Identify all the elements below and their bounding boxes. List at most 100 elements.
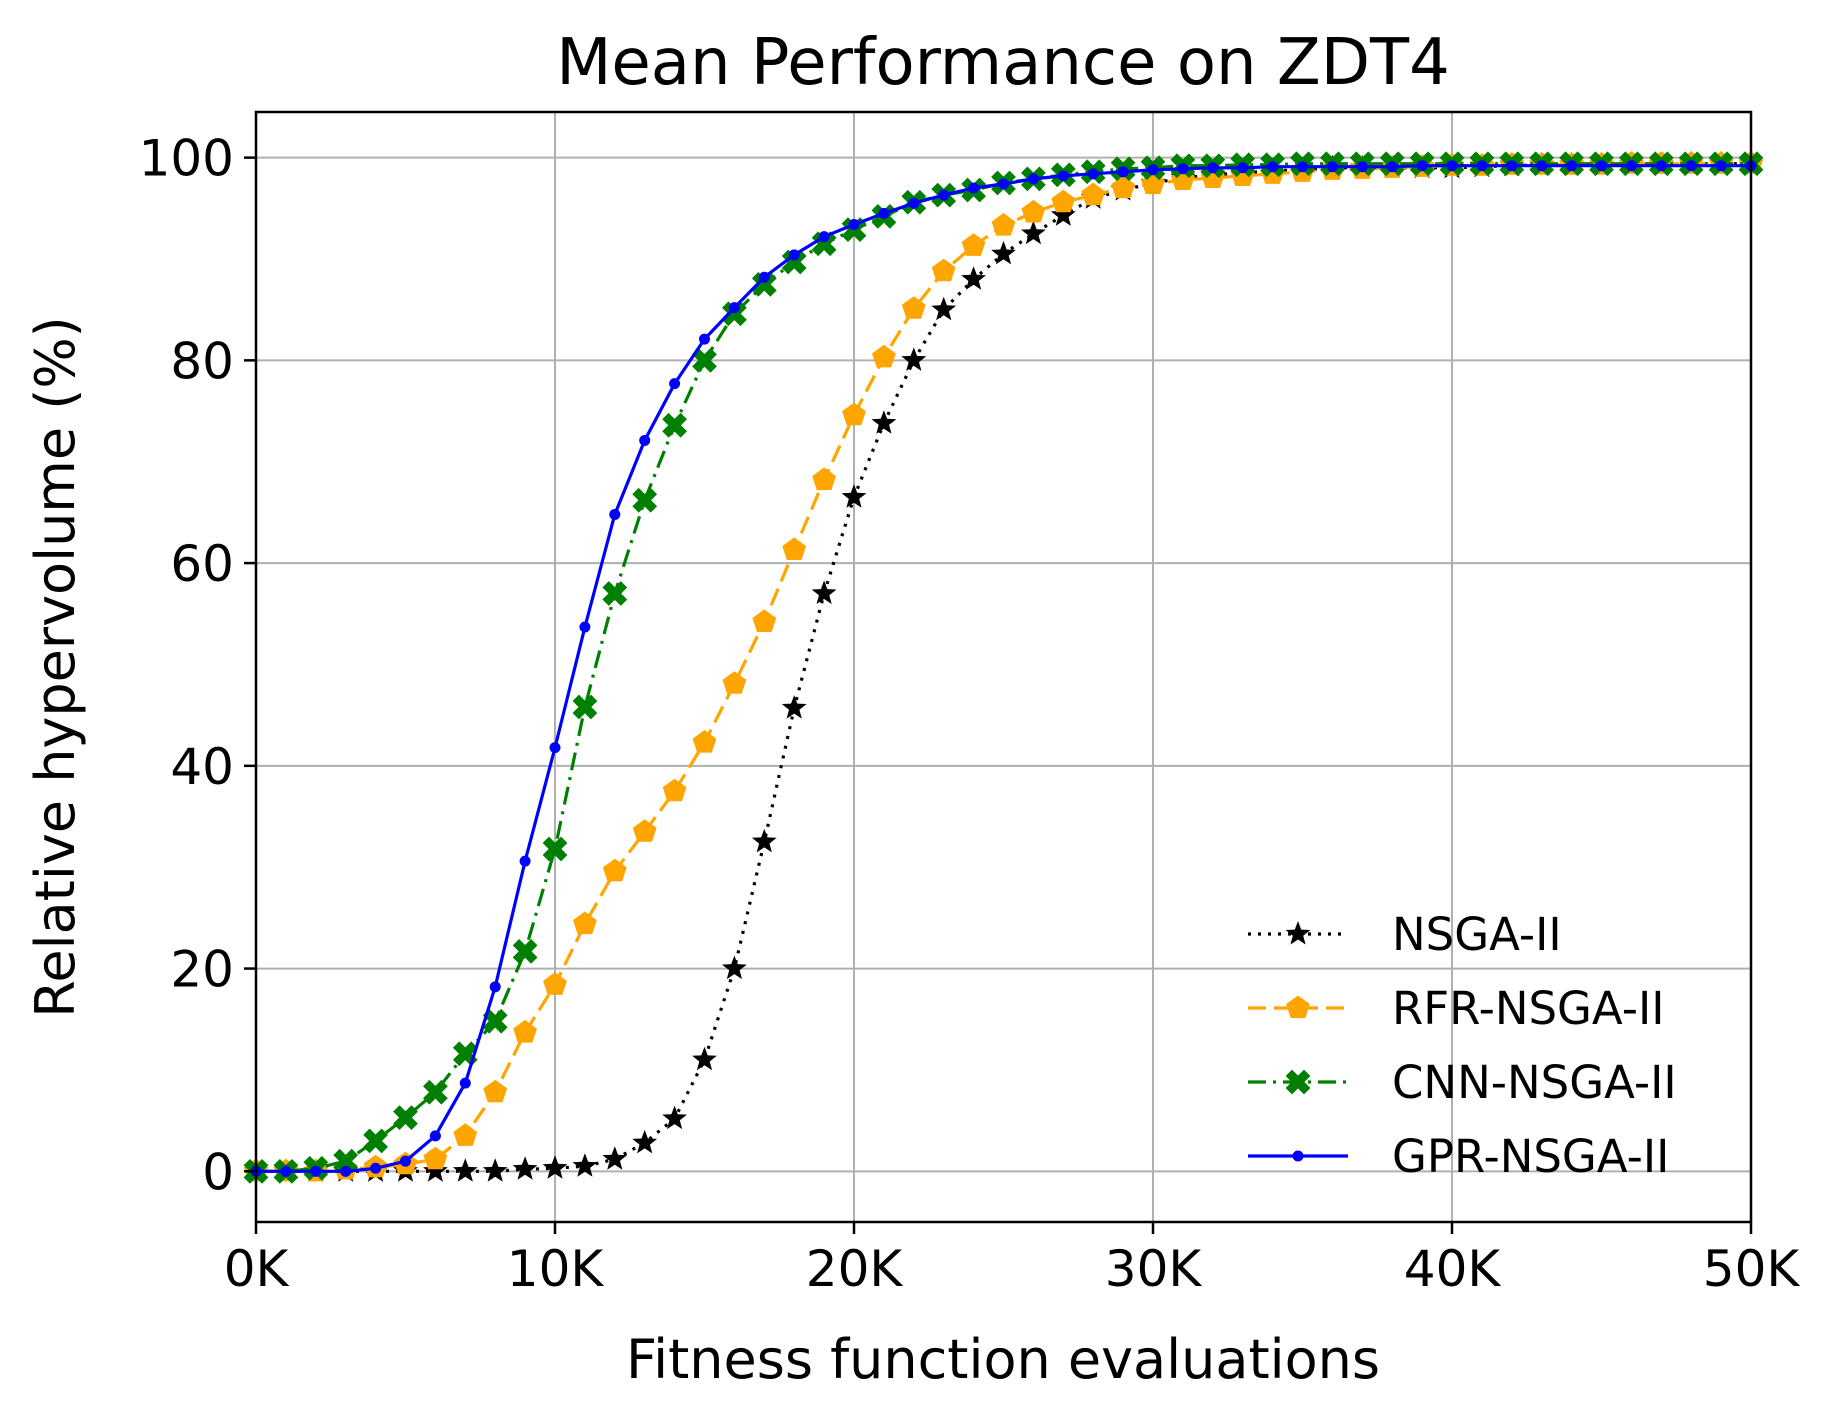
data-point bbox=[1111, 175, 1135, 199]
data-point bbox=[908, 197, 920, 209]
data-point bbox=[1596, 160, 1607, 172]
data-point bbox=[452, 1158, 478, 1182]
data-point bbox=[878, 207, 890, 219]
data-point bbox=[662, 778, 687, 802]
data-point bbox=[662, 1105, 687, 1130]
data-point bbox=[872, 344, 896, 368]
data-point bbox=[758, 271, 770, 283]
data-point bbox=[931, 296, 957, 321]
series-layer bbox=[243, 150, 1764, 1184]
data-point bbox=[692, 730, 717, 753]
data-point bbox=[901, 296, 926, 319]
data-point bbox=[423, 1079, 448, 1105]
data-point bbox=[662, 412, 687, 438]
data-point bbox=[572, 694, 598, 720]
legend: NSGA-II RFR-NSGA-II CNN-NSGA-II GPR-NSGA-II bbox=[1248, 908, 1677, 1183]
data-point bbox=[639, 434, 651, 446]
data-point bbox=[1356, 161, 1368, 173]
marker-bar bbox=[662, 412, 687, 438]
data-point bbox=[1386, 161, 1398, 173]
data-point bbox=[632, 1129, 658, 1154]
marker-bar bbox=[722, 301, 747, 327]
data-point bbox=[280, 1165, 292, 1177]
data-point bbox=[423, 1146, 448, 1170]
data-point bbox=[1177, 163, 1189, 175]
marker-bar bbox=[1285, 1069, 1311, 1095]
data-point bbox=[1625, 160, 1637, 172]
data-point bbox=[1117, 166, 1129, 178]
data-point bbox=[370, 1162, 382, 1174]
data-point bbox=[482, 1008, 508, 1034]
data-point bbox=[609, 508, 621, 520]
data-point bbox=[602, 858, 627, 882]
data-point bbox=[602, 1146, 628, 1170]
data-point bbox=[692, 347, 717, 373]
data-point bbox=[363, 1128, 388, 1154]
ticks: 0K 10K 20K 30K 40K 50K 0 20 40 60 80 100 bbox=[139, 130, 1801, 1298]
legend-marker bbox=[1292, 1150, 1304, 1162]
data-point bbox=[1326, 161, 1338, 173]
data-point bbox=[1685, 160, 1697, 172]
data-point bbox=[542, 1155, 568, 1179]
data-point bbox=[901, 347, 927, 371]
x-tick-label: 30K bbox=[1105, 1240, 1203, 1298]
data-point bbox=[699, 333, 710, 345]
data-point bbox=[968, 182, 980, 194]
x-tick-label: 40K bbox=[1404, 1240, 1502, 1298]
data-point bbox=[1021, 199, 1046, 223]
legend-item-nsga-ii: NSGA-II bbox=[1248, 908, 1562, 961]
y-axis-label: Relative hypervolume (%) bbox=[24, 316, 87, 1017]
data-point bbox=[1147, 164, 1159, 176]
data-point bbox=[1027, 173, 1039, 185]
data-point bbox=[513, 1019, 537, 1043]
marker-bar bbox=[482, 1008, 508, 1034]
data-point bbox=[542, 836, 568, 862]
data-point bbox=[429, 1130, 441, 1142]
data-point bbox=[1566, 160, 1578, 172]
data-point bbox=[453, 1123, 478, 1146]
y-tick-label: 20 bbox=[170, 941, 234, 999]
data-point bbox=[871, 410, 897, 434]
data-point bbox=[579, 621, 591, 633]
marker-bar bbox=[333, 1148, 359, 1174]
data-point bbox=[512, 938, 538, 964]
series-gpr-nsga-ii bbox=[250, 160, 1757, 1177]
data-point bbox=[781, 695, 807, 719]
marker-bar bbox=[452, 1041, 478, 1067]
data-point bbox=[991, 240, 1016, 265]
data-point bbox=[961, 233, 986, 256]
data-point bbox=[782, 537, 807, 560]
data-point bbox=[1081, 182, 1106, 206]
data-point bbox=[722, 955, 747, 980]
data-point bbox=[692, 1046, 717, 1071]
data-point bbox=[1207, 162, 1219, 174]
data-point bbox=[669, 378, 681, 390]
y-tick-label: 100 bbox=[139, 130, 234, 188]
y-tick-label: 40 bbox=[170, 738, 234, 796]
legend-label: NSGA-II bbox=[1392, 908, 1562, 961]
legend-label: RFR-NSGA-II bbox=[1392, 982, 1665, 1035]
data-point bbox=[841, 484, 867, 508]
marker-bar bbox=[632, 487, 658, 513]
marker-bar bbox=[572, 694, 598, 720]
data-point bbox=[549, 742, 561, 754]
data-point bbox=[1087, 168, 1099, 180]
legend-label: CNN-NSGA-II bbox=[1392, 1056, 1677, 1109]
data-point bbox=[842, 402, 866, 426]
y-tick-label: 60 bbox=[170, 535, 234, 593]
data-point bbox=[1446, 160, 1458, 172]
data-point bbox=[400, 1155, 411, 1167]
data-point bbox=[459, 1077, 471, 1089]
data-point bbox=[722, 301, 747, 327]
data-point bbox=[1297, 161, 1308, 173]
legend-item-cnn-nsga-ii: CNN-NSGA-II bbox=[1248, 1056, 1677, 1109]
data-point bbox=[752, 609, 777, 632]
data-point bbox=[512, 1156, 538, 1180]
plot-frame bbox=[254, 110, 1753, 1224]
data-point bbox=[751, 271, 777, 297]
data-point bbox=[632, 819, 657, 842]
x-tick-label: 50K bbox=[1703, 1240, 1801, 1298]
data-point bbox=[811, 580, 837, 604]
